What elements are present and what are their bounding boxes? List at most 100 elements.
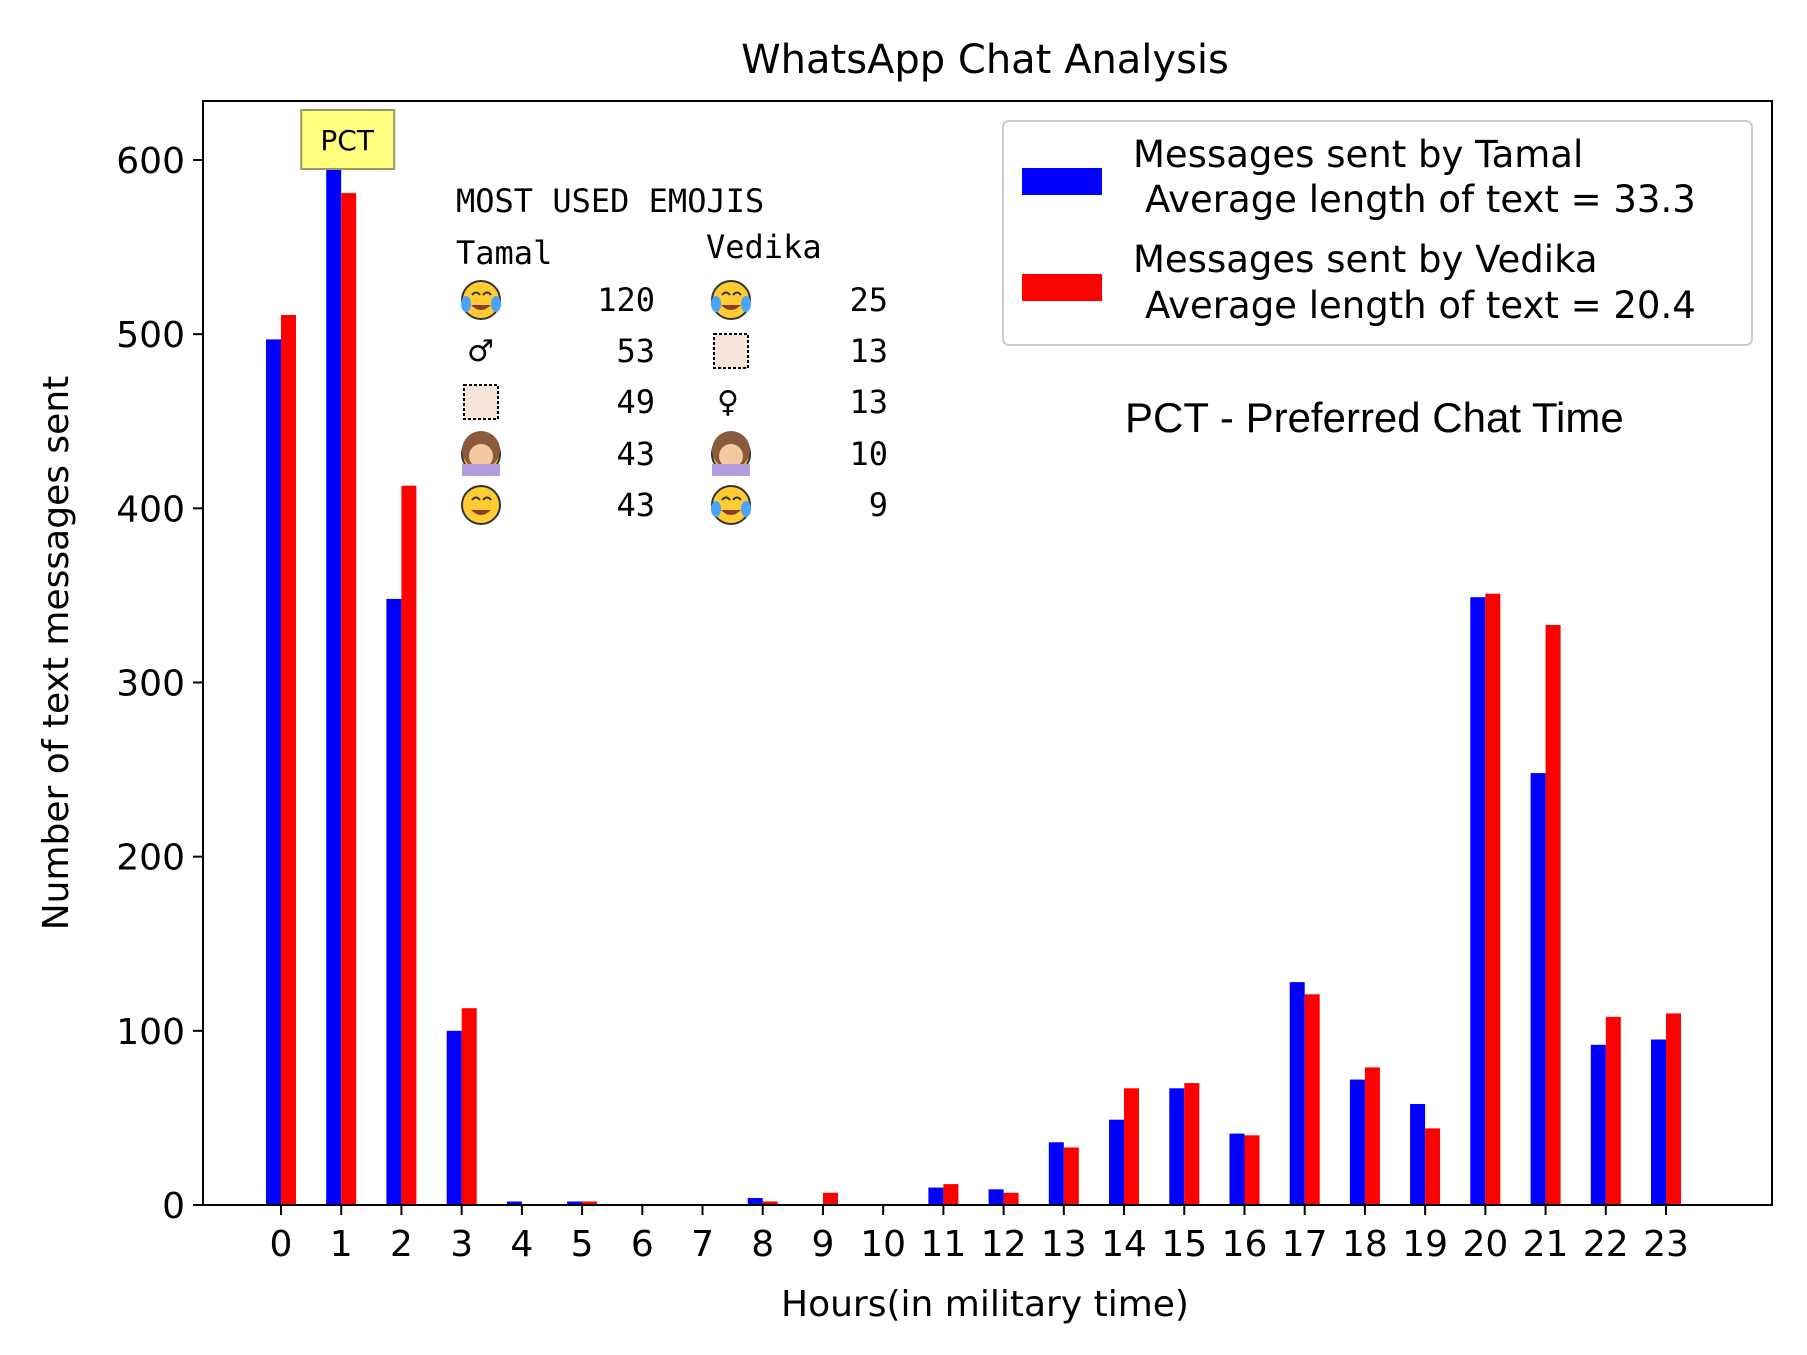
bar-vedika-hour-18 <box>1364 1067 1380 1205</box>
x-tick-label: 0 <box>270 1224 293 1265</box>
y-tick-label: 500 <box>116 315 185 356</box>
bar-tamal-hour-11 <box>928 1187 944 1205</box>
bar-tamal-hour-2 <box>386 598 402 1205</box>
x-tick-label: 19 <box>1402 1224 1448 1265</box>
legend-box <box>1002 120 1753 346</box>
emoji-count: 43 <box>616 435 655 473</box>
pct-box <box>300 109 396 170</box>
y-axis: 0 100 200 300 400 500 600 <box>116 141 203 1227</box>
placeholder-emoji <box>463 384 499 420</box>
bar-tamal-hour-19 <box>1410 1104 1426 1205</box>
x-tick-label: 10 <box>860 1224 906 1265</box>
bar-tamal-hour-22 <box>1590 1044 1606 1205</box>
emoji-person-vedika: Vedika <box>706 228 822 266</box>
y-tick-label: 0 <box>162 1186 185 1227</box>
emoji-count: 120 <box>597 281 655 319</box>
bar-vedika-hour-1 <box>341 193 357 1206</box>
legend-swatch-vedika <box>1022 274 1102 301</box>
bar-tamal-hour-14 <box>1109 1119 1124 1205</box>
x-tick-label: 13 <box>1041 1224 1087 1265</box>
emoji-count: 13 <box>849 383 888 421</box>
y-tick-label: 400 <box>116 489 185 530</box>
bar-vedika-hour-12 <box>1003 1192 1019 1205</box>
bar-vedika-hour-20 <box>1485 593 1501 1205</box>
plot-area <box>266 154 1681 1206</box>
plot-frame <box>202 100 1773 1206</box>
bar-vedika-hour-2 <box>401 485 417 1205</box>
bar-vedika-hour-5 <box>582 1201 598 1205</box>
x-tick-label: 2 <box>390 1224 413 1265</box>
emoji-table-heading: MOST USED EMOJIS <box>456 182 764 220</box>
female-sign: ♀ <box>717 385 739 420</box>
bar-vedika-hour-3 <box>461 1008 477 1205</box>
legend-label-tamal: Messages sent by Tamal <box>1133 133 1583 176</box>
y-tick-label: 300 <box>116 664 185 705</box>
placeholder-emoji <box>713 333 749 369</box>
chart-title: WhatsApp Chat Analysis <box>741 37 1229 83</box>
y-tick-label: 600 <box>116 141 185 182</box>
bar-tamal-hour-3 <box>446 1030 462 1205</box>
bar-tamal-hour-17 <box>1289 982 1305 1205</box>
pct-label: PCT <box>320 124 374 157</box>
bar-tamal-hour-12 <box>988 1189 1004 1205</box>
legend-sublabel-vedika: Average length of text = 20.4 <box>1145 284 1696 327</box>
male-sign: ♂ <box>467 334 494 369</box>
x-tick-label: 20 <box>1462 1224 1508 1265</box>
y-axis-label: Number of text messages sent <box>36 376 77 931</box>
x-tick-label: 15 <box>1161 1224 1207 1265</box>
x-tick-label: 8 <box>751 1224 774 1265</box>
emoji-count: 10 <box>849 435 888 473</box>
bar-vedika-hour-23 <box>1666 1013 1681 1205</box>
bar-tamal-hour-4 <box>506 1201 522 1205</box>
emoji-table: MOST USED EMOJIS Tamal Vedika 120 ♂ 53 49 43… <box>456 182 888 525</box>
bar-vedika-hour-8 <box>762 1201 778 1205</box>
x-tick-label: 9 <box>812 1224 835 1265</box>
emoji-count: 53 <box>616 332 655 370</box>
emoji-count: 9 <box>869 486 888 524</box>
pct-note: PCT - Preferred Chat Time <box>1125 394 1624 441</box>
tears-of-joy-emoji <box>461 280 501 320</box>
loudly-crying-emoji <box>711 280 751 320</box>
x-tick-label: 5 <box>571 1224 594 1265</box>
bar-tamal-hour-16 <box>1229 1133 1245 1205</box>
emoji-count: 49 <box>616 383 655 421</box>
x-tick-label: 16 <box>1222 1224 1268 1265</box>
emoji-count: 13 <box>849 332 888 370</box>
bar-tamal-hour-20 <box>1470 597 1486 1205</box>
bar-vedika-hour-0 <box>281 315 296 1205</box>
emoji-person-tamal: Tamal <box>456 234 552 272</box>
bar-vedika-hour-22 <box>1605 1016 1621 1205</box>
bar-vedika-hour-11 <box>943 1184 959 1205</box>
x-tick-label: 1 <box>330 1224 353 1265</box>
bar-vedika-hour-16 <box>1244 1135 1260 1205</box>
x-tick-label: 12 <box>981 1224 1027 1265</box>
legend-label-vedika: Messages sent by Vedika <box>1133 238 1598 281</box>
bar-tamal-hour-15 <box>1169 1088 1185 1205</box>
bar-vedika-hour-21 <box>1545 625 1561 1205</box>
bar-tamal-hour-5 <box>567 1201 583 1205</box>
x-tick-label: 22 <box>1583 1224 1629 1265</box>
x-tick-label: 17 <box>1282 1224 1328 1265</box>
bar-tamal-hour-18 <box>1349 1079 1365 1205</box>
x-tick-label: 21 <box>1523 1224 1569 1265</box>
x-axis-label: Hours(in military time) <box>781 1284 1189 1325</box>
bar-vedika-hour-14 <box>1124 1088 1139 1205</box>
x-tick-label: 23 <box>1643 1224 1689 1265</box>
x-tick-label: 11 <box>920 1224 966 1265</box>
bar-vedika-hour-15 <box>1184 1083 1200 1205</box>
bar-vedika-hour-19 <box>1425 1128 1441 1205</box>
bar-tamal-hour-13 <box>1048 1142 1064 1205</box>
bar-tamal-hour-8 <box>747 1198 763 1205</box>
bar-tamal-hour-21 <box>1530 773 1546 1205</box>
y-tick-label: 100 <box>116 1012 185 1053</box>
y-tick-label: 200 <box>116 838 185 879</box>
bar-vedika-hour-17 <box>1304 994 1320 1205</box>
x-tick-label: 6 <box>631 1224 654 1265</box>
bar-tamal-hour-0 <box>266 339 281 1205</box>
emoji-count: 43 <box>616 486 655 524</box>
bar-tamal-hour-1 <box>326 154 342 1205</box>
x-axis: 0 1 2 3 4 5 6 7 8 9 10 11 12 13 14 15 16 17 18 19 20 21 22 23 <box>270 1205 1689 1265</box>
legend-swatch-tamal <box>1022 168 1102 195</box>
tears-of-joy-emoji <box>711 485 751 525</box>
